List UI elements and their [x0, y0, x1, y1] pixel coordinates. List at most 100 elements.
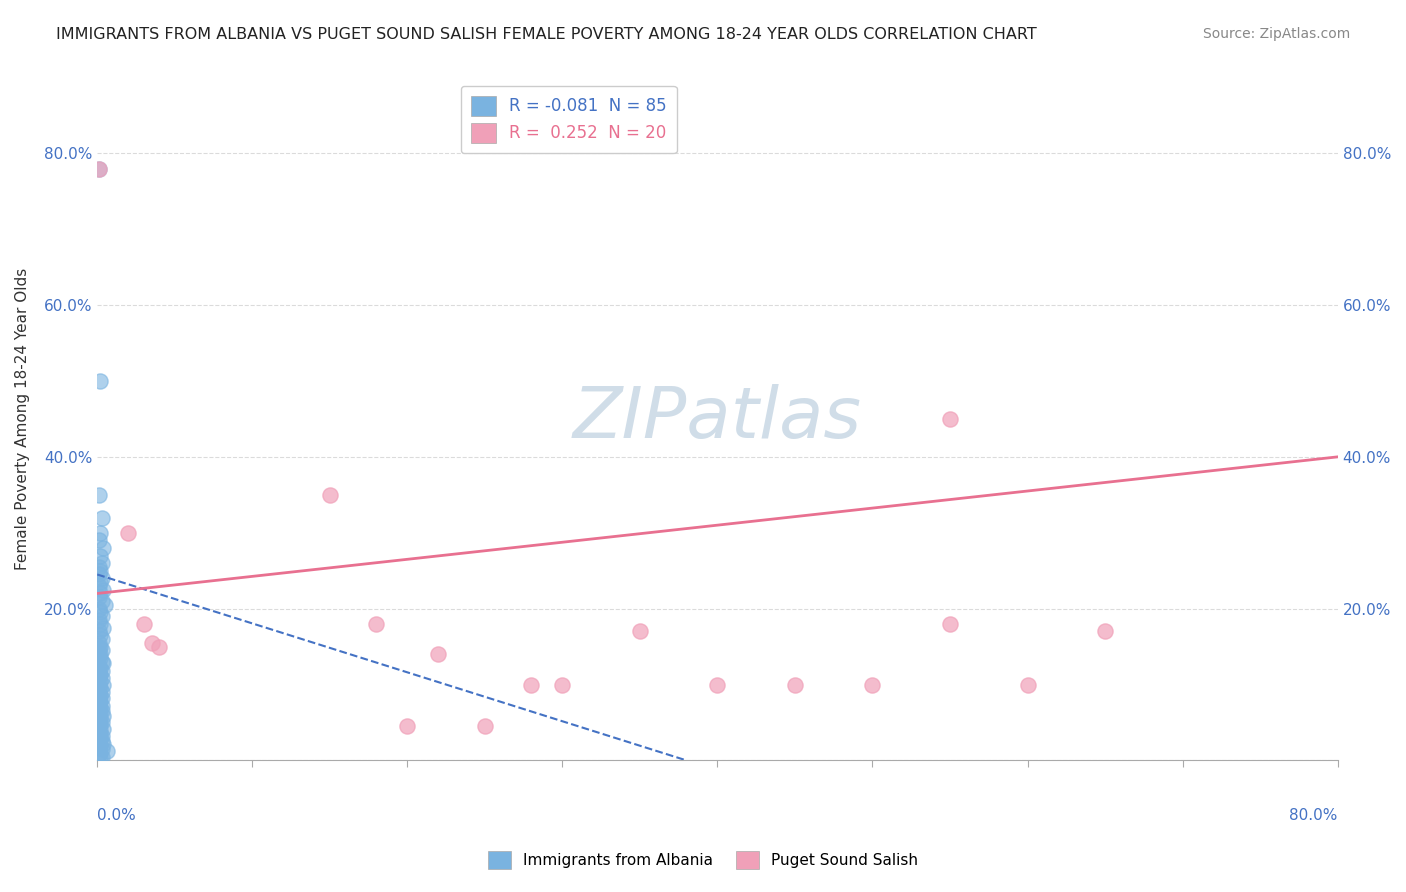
- Point: [90, 632, 112, 646]
- Point: [90, 556, 112, 570]
- Point: [87, 666, 110, 681]
- Point: [90, 672, 112, 686]
- Point: [87, 488, 110, 502]
- Point: [87, 658, 110, 673]
- Point: [89, 640, 111, 654]
- Point: [87, 707, 110, 722]
- Point: [89, 662, 111, 676]
- Point: [551, 677, 574, 691]
- Point: [87, 719, 110, 733]
- Point: [89, 751, 111, 765]
- Text: Source: ZipAtlas.com: Source: ZipAtlas.com: [1202, 27, 1350, 41]
- Point: [89, 689, 111, 703]
- Point: [90, 698, 112, 713]
- Point: [706, 677, 728, 691]
- Point: [90, 594, 112, 608]
- Point: [366, 616, 388, 631]
- Point: [89, 606, 111, 620]
- Point: [93, 722, 115, 736]
- Point: [87, 161, 110, 176]
- Point: [89, 731, 111, 745]
- Point: [90, 510, 112, 524]
- Point: [87, 624, 110, 639]
- Point: [89, 647, 111, 661]
- Point: [87, 533, 110, 548]
- Point: [87, 692, 110, 706]
- Text: 0.0%: 0.0%: [97, 808, 136, 823]
- Point: [89, 717, 111, 731]
- Point: [89, 586, 111, 600]
- Point: [89, 549, 111, 563]
- Text: IMMIGRANTS FROM ALBANIA VS PUGET SOUND SALISH FEMALE POVERTY AMONG 18-24 YEAR OL: IMMIGRANTS FROM ALBANIA VS PUGET SOUND S…: [56, 27, 1038, 42]
- Text: 80.0%: 80.0%: [1289, 808, 1337, 823]
- Point: [89, 525, 111, 540]
- Point: [90, 571, 112, 585]
- Point: [89, 673, 111, 688]
- Point: [90, 704, 112, 718]
- Point: [87, 724, 110, 739]
- Point: [89, 706, 111, 721]
- Point: [87, 670, 110, 684]
- Legend: R = -0.081  N = 85, R =  0.252  N = 20: R = -0.081 N = 85, R = 0.252 N = 20: [461, 86, 676, 153]
- Point: [117, 525, 139, 540]
- Point: [93, 582, 115, 597]
- Point: [89, 616, 111, 631]
- Point: [90, 685, 112, 699]
- Point: [87, 739, 110, 754]
- Point: [396, 719, 419, 733]
- Point: [89, 738, 111, 752]
- Point: [87, 732, 110, 747]
- Point: [319, 488, 342, 502]
- Point: [89, 712, 111, 726]
- Point: [90, 734, 112, 748]
- Point: [93, 677, 115, 691]
- Point: [90, 749, 112, 764]
- Point: [783, 677, 806, 691]
- Point: [87, 679, 110, 693]
- Point: [87, 560, 110, 574]
- Point: [132, 616, 155, 631]
- Point: [96, 744, 118, 758]
- Point: [87, 697, 110, 711]
- Point: [939, 616, 962, 631]
- Point: [87, 636, 110, 650]
- Point: [89, 628, 111, 642]
- Point: [87, 591, 110, 605]
- Point: [89, 374, 111, 388]
- Point: [93, 541, 115, 555]
- Point: [94, 598, 117, 612]
- Point: [939, 412, 962, 426]
- Point: [89, 681, 111, 696]
- Point: [87, 702, 110, 716]
- Point: [520, 677, 543, 691]
- Point: [87, 601, 110, 615]
- Point: [87, 161, 110, 176]
- Point: [89, 723, 111, 737]
- Point: [87, 641, 110, 656]
- Point: [90, 655, 112, 669]
- Point: [1017, 677, 1039, 691]
- Legend: Immigrants from Albania, Puget Sound Salish: Immigrants from Albania, Puget Sound Sal…: [482, 845, 924, 875]
- Point: [862, 677, 884, 691]
- Point: [89, 727, 111, 741]
- Point: [90, 729, 112, 743]
- Point: [148, 640, 170, 654]
- Point: [90, 691, 112, 706]
- Point: [87, 747, 110, 762]
- Point: [89, 746, 111, 760]
- Point: [87, 714, 110, 728]
- Point: [628, 624, 651, 639]
- Point: [89, 700, 111, 714]
- Point: [93, 709, 115, 723]
- Y-axis label: Female Poverty Among 18-24 Year Olds: Female Poverty Among 18-24 Year Olds: [15, 268, 30, 570]
- Point: [89, 668, 111, 682]
- Point: [474, 719, 496, 733]
- Point: [89, 651, 111, 665]
- Point: [93, 621, 115, 635]
- Point: [90, 664, 112, 678]
- Point: [90, 643, 112, 657]
- Text: ZIPatlas: ZIPatlas: [572, 384, 862, 453]
- Point: [89, 564, 111, 578]
- Point: [87, 567, 110, 582]
- Point: [89, 694, 111, 708]
